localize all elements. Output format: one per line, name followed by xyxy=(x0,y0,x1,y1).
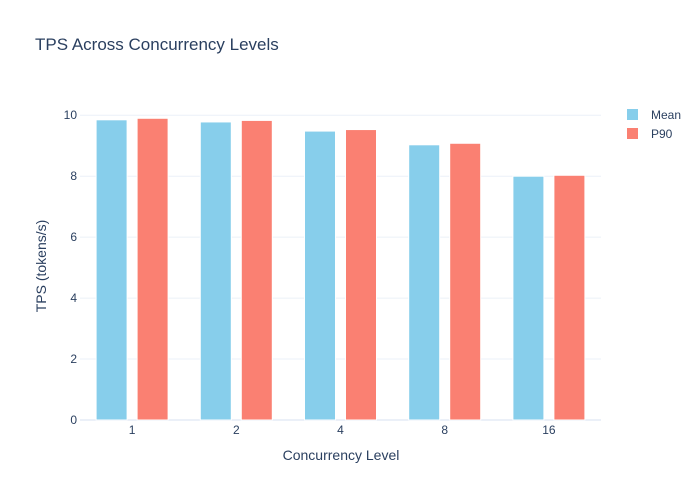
legend-label: Mean xyxy=(651,108,681,122)
bar-p90-2[interactable] xyxy=(240,119,273,421)
x-axis-title: Concurrency Level xyxy=(283,447,400,463)
y-tick-label: 10 xyxy=(64,108,78,122)
legend-swatch xyxy=(627,128,638,139)
bar-p90-4[interactable] xyxy=(345,129,377,421)
x-tick-label: 16 xyxy=(542,423,556,437)
x-tick-label: 8 xyxy=(441,423,448,437)
y-tick-label: 0 xyxy=(70,413,77,427)
y-axis-title: TPS (tokens/s) xyxy=(33,220,49,313)
bar-p90-16[interactable] xyxy=(553,174,586,421)
legend-item-p90[interactable]: P90 xyxy=(627,127,673,141)
bar-mean-1[interactable] xyxy=(95,119,128,421)
bar-mean-8[interactable] xyxy=(408,144,441,421)
bar-mean-4[interactable] xyxy=(304,130,336,421)
y-axis-ticks: 0 2 4 6 8 10 xyxy=(64,108,78,427)
legend[interactable]: Mean P90 xyxy=(627,108,681,141)
x-axis-ticks: 1 2 4 8 16 xyxy=(129,423,556,437)
y-tick-label: 2 xyxy=(70,352,77,366)
x-tick-label: 4 xyxy=(337,423,344,437)
y-tick-label: 4 xyxy=(70,291,77,305)
bar-p90-8[interactable] xyxy=(449,142,482,421)
x-tick-label: 2 xyxy=(233,423,240,437)
bar-mean-2[interactable] xyxy=(199,121,232,421)
y-tick-label: 6 xyxy=(70,230,77,244)
legend-swatch xyxy=(627,109,638,120)
legend-label: P90 xyxy=(651,127,673,141)
legend-item-mean[interactable]: Mean xyxy=(627,108,681,122)
bar-mean-16[interactable] xyxy=(512,175,545,421)
bars xyxy=(95,117,586,421)
bar-p90-1[interactable] xyxy=(136,117,169,421)
chart-title: TPS Across Concurrency Levels xyxy=(35,35,279,54)
x-tick-label: 1 xyxy=(129,423,136,437)
y-tick-label: 8 xyxy=(70,169,77,183)
